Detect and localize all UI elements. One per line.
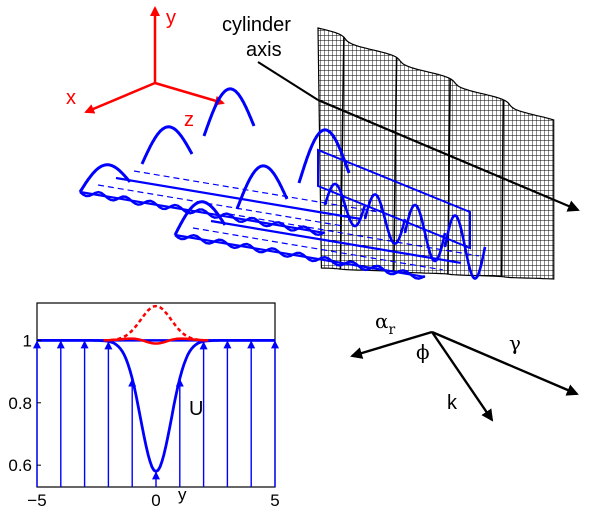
gamma-vector [431,330,579,396]
cylinder-mesh [317,27,555,280]
cylinder-axis-arrow [317,98,580,212]
x-tick-label: −5 [27,491,46,510]
cylinder-label-line1: cylinder [222,14,291,36]
perturbation-dashed-curve [103,304,209,342]
vector-diagram: αr ϕ γ k [350,309,579,422]
y-tick-label: 1 [23,331,32,350]
x-tick-label: 5 [270,491,279,510]
k-vector [431,331,494,422]
wave-profile [202,87,256,137]
axes-3d: y x z [66,6,225,131]
k-label: k [447,392,458,414]
velocity-arrows [33,340,279,487]
wave-dashed-line [97,184,343,227]
wave-sheets [78,87,487,280]
tick-labels: 1 0.8 0.6 −5 0 5 [8,331,279,510]
x-axis-label: x [66,87,76,109]
wave-solid-line [210,219,462,264]
series-u-curve [37,339,275,473]
series-u-label: U [189,398,203,420]
x-tick-label: 0 [151,491,160,510]
phi-label: ϕ [416,340,430,364]
wave-dashed-line [133,170,379,213]
gamma-label: γ [509,331,521,355]
plot-frame [36,302,276,488]
cylinder-axis-pointer [257,61,319,101]
wave-dashed-line [228,213,479,257]
y-axis-label: y [166,7,176,29]
wave-through-cylinder [323,182,367,228]
x-axis-label: y [178,485,187,504]
z-axis-arrow [154,81,225,106]
y-tick-label: 0.8 [8,394,32,413]
wave-profile [173,200,227,236]
wave-profile [235,164,289,210]
wave-fringe-edge [79,190,326,237]
alpha-subscript: r [389,322,396,338]
alpha-label: αr [375,309,396,338]
wave-fringe-edge [174,233,426,280]
wave-profile [78,163,132,193]
alpha-vector [350,330,433,359]
z-axis-label: z [184,109,194,131]
wave-profile [140,125,194,165]
wave-through-cylinder [363,193,407,245]
mesh-surface [317,27,555,280]
x-axis-arrow [84,81,156,114]
profile-plot: U y 1 0.8 0.6 −5 0 5 [8,302,280,510]
y-tick-label: 0.6 [8,456,32,475]
wave-through-cylinder [403,203,447,263]
wave-profile [297,128,351,184]
wave-solid-line [115,176,361,221]
cylinder-label-line2: axis [246,39,282,61]
wave-dashed-line [192,227,443,271]
alpha-symbol: α [375,309,389,333]
wave-sheet-outline [317,148,471,250]
